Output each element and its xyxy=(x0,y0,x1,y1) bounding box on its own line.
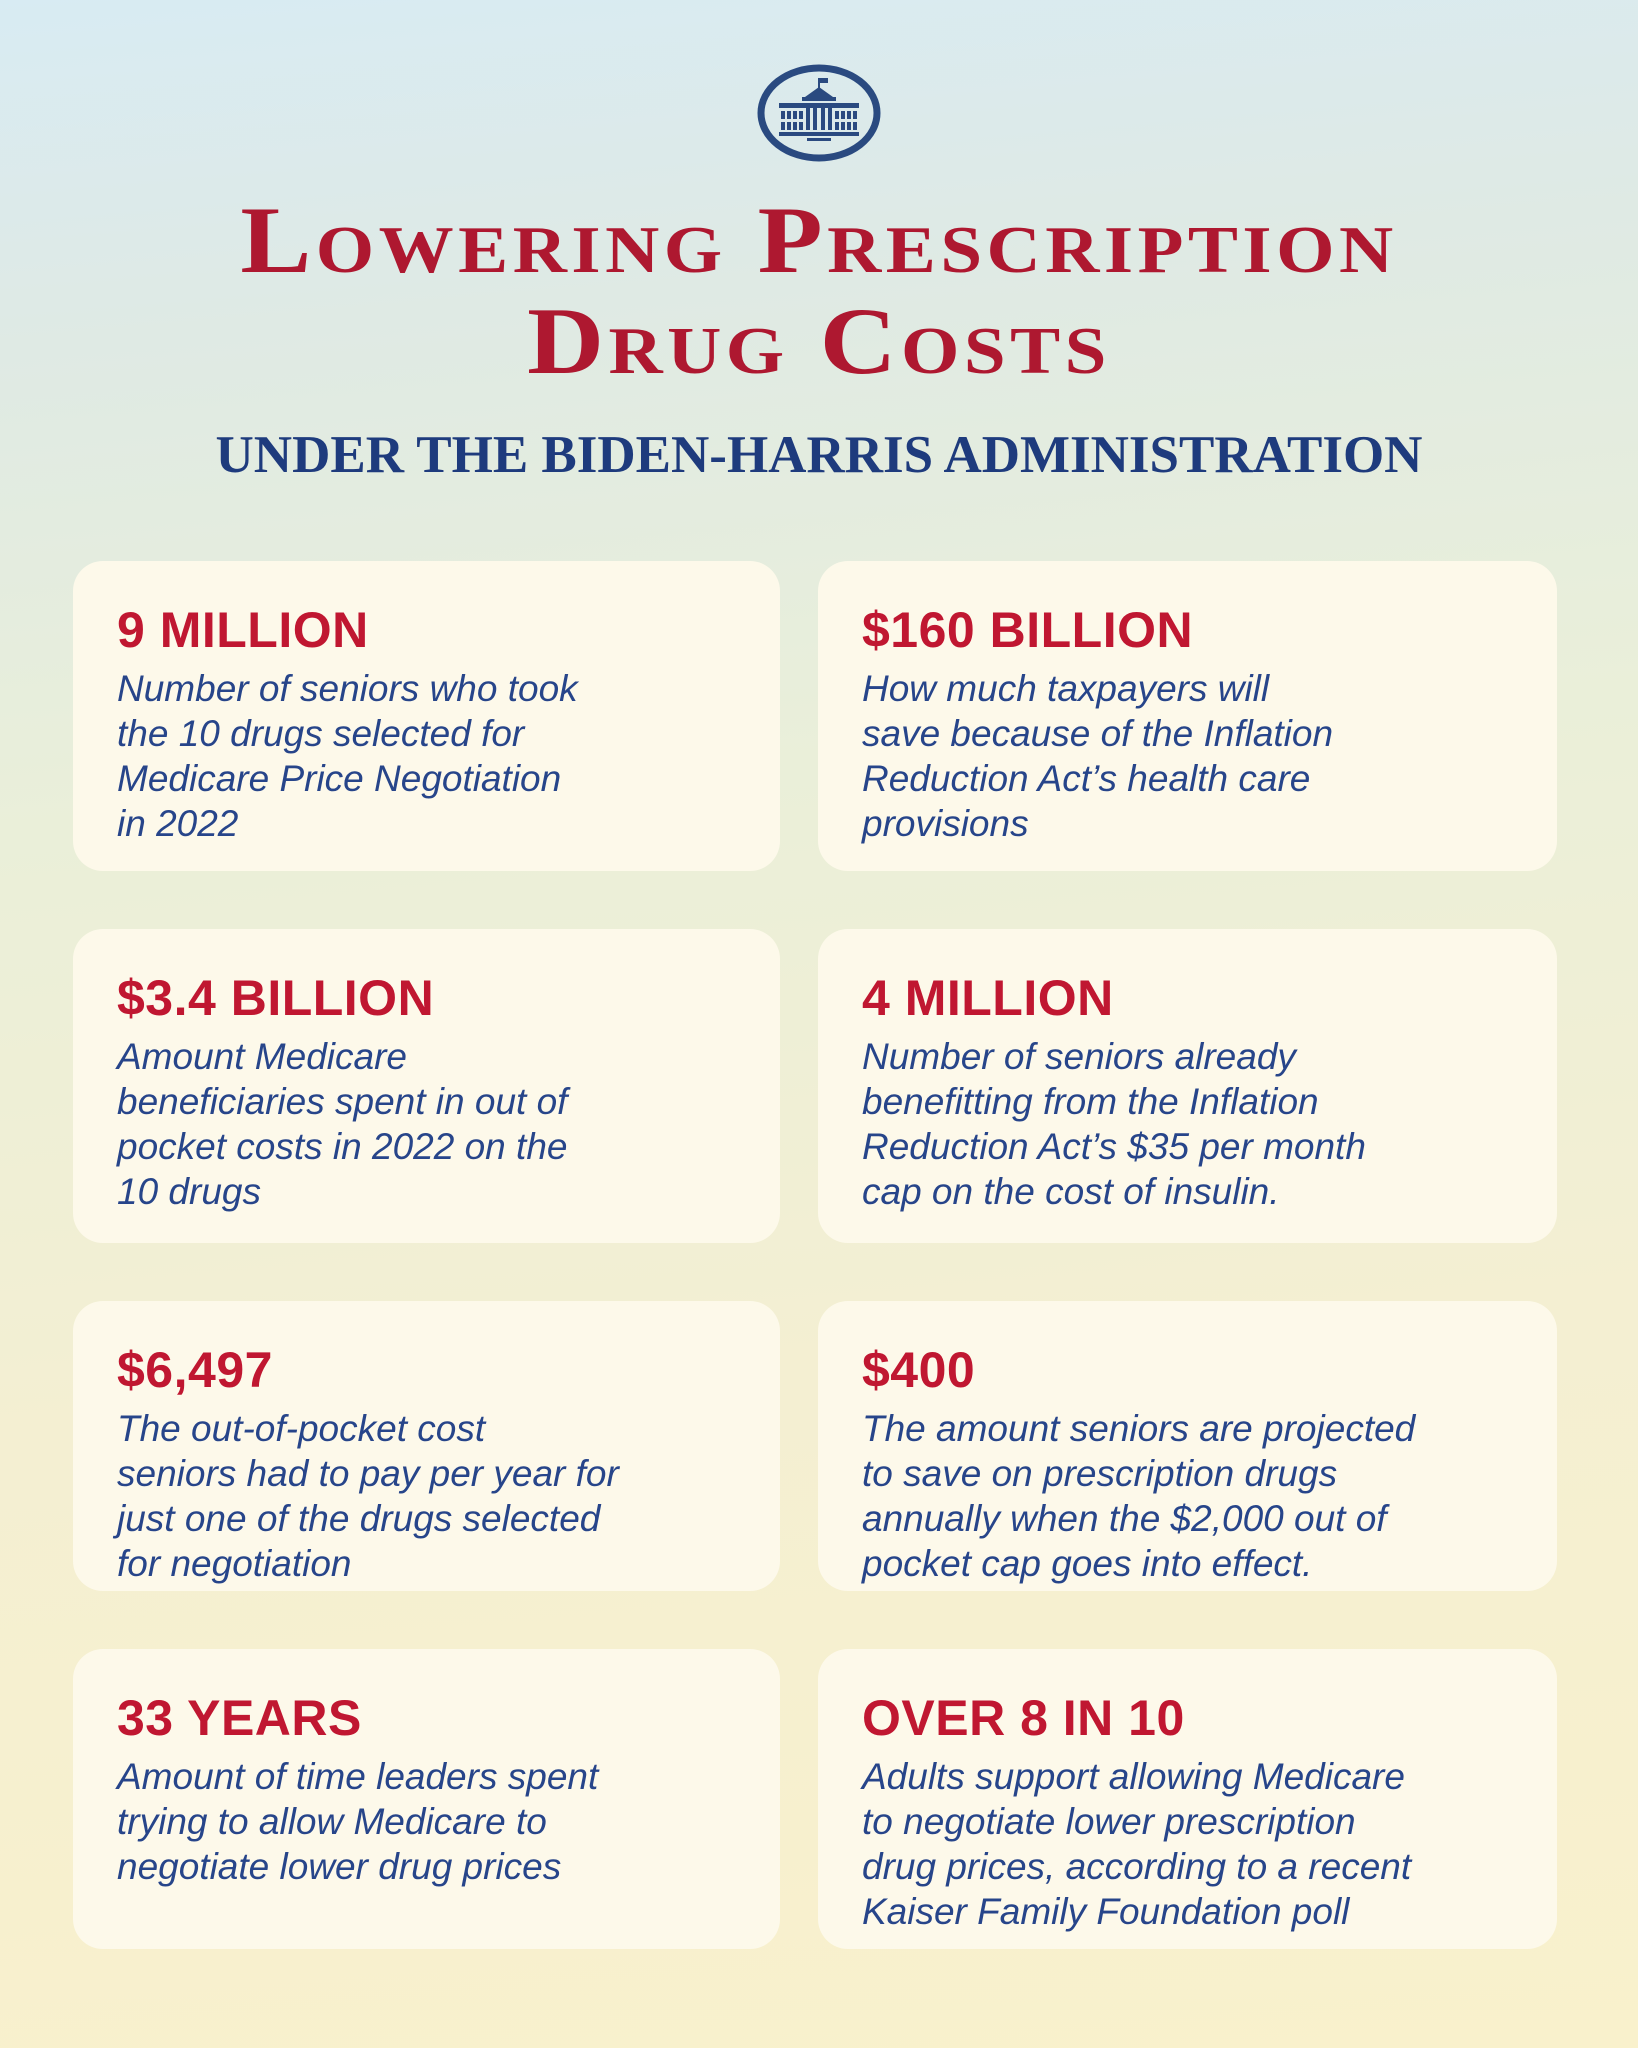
page-title: Lowering Prescription Drug Costs xyxy=(0,190,1638,391)
stat-card-4-million: 4 MILLION Number of seniors already bene… xyxy=(818,929,1557,1244)
stat-description: How much taxpayers will save because of … xyxy=(862,668,1334,845)
stats-grid: 9 MILLION Number of seniors who took the… xyxy=(0,561,1638,1950)
page-subtitle: UNDER THE BIDEN-HARRIS ADMINISTRATION xyxy=(215,426,1423,485)
stat-value: OVER 8 IN 10 xyxy=(862,1690,1185,1747)
stat-description: The amount seniors are projected to save… xyxy=(862,1408,1416,1585)
stat-card-3-4-billion: $3.4 BILLION Amount Medicare beneficiari… xyxy=(73,929,780,1244)
stat-description: Amount Medicare beneficiaries spent in o… xyxy=(117,1036,568,1213)
header: Lowering Prescription Drug Costs UNDER T… xyxy=(0,0,1638,485)
stat-description: The out-of-pocket cost seniors had to pa… xyxy=(117,1408,619,1585)
stat-value: $6,497 xyxy=(117,1342,273,1399)
stat-value: $400 xyxy=(862,1342,976,1399)
logo-container xyxy=(0,62,1638,164)
page-title-line1: Lowering Prescription xyxy=(240,187,1398,293)
stat-description: Number of seniors who took the 10 drugs … xyxy=(117,668,578,845)
stat-card-33-years: 33 YEARS Amount of time leaders spent tr… xyxy=(73,1649,780,1950)
white-house-building xyxy=(779,78,859,141)
white-house-logo-icon xyxy=(757,64,881,162)
stat-description: Amount of time leaders spent trying to a… xyxy=(117,1756,599,1888)
stat-card-160-billion: $160 BILLION How much taxpayers will sav… xyxy=(818,561,1557,872)
stat-description: Number of seniors already benefitting fr… xyxy=(862,1036,1366,1213)
stat-card-400: $400 The amount seniors are projected to… xyxy=(818,1301,1557,1592)
page-title-line2: Drug Costs xyxy=(527,287,1111,394)
stat-card-6497: $6,497 The out-of-pocket cost seniors ha… xyxy=(73,1301,780,1592)
stat-card-9-million: 9 MILLION Number of seniors who took the… xyxy=(73,561,780,872)
stat-card-over-8-in-10: OVER 8 IN 10 Adults support allowing Med… xyxy=(818,1649,1557,1950)
stat-value: $160 BILLION xyxy=(862,602,1194,659)
stat-value: $3.4 BILLION xyxy=(117,970,435,1027)
stat-value: 4 MILLION xyxy=(862,970,1114,1027)
stat-value: 33 YEARS xyxy=(117,1690,362,1747)
stat-description: Adults support allowing Medicare to nego… xyxy=(862,1756,1412,1933)
stat-value: 9 MILLION xyxy=(117,602,369,659)
